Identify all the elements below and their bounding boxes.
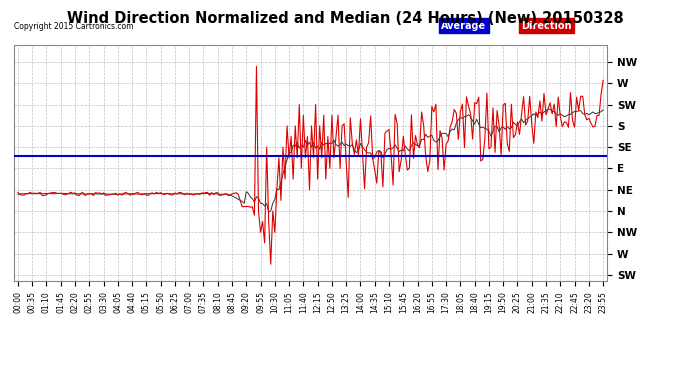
Text: Average: Average bbox=[441, 21, 486, 31]
Text: Copyright 2015 Cartronics.com: Copyright 2015 Cartronics.com bbox=[14, 22, 133, 31]
Text: Direction: Direction bbox=[521, 21, 571, 31]
Text: Wind Direction Normalized and Median (24 Hours) (New) 20150328: Wind Direction Normalized and Median (24… bbox=[67, 11, 623, 26]
